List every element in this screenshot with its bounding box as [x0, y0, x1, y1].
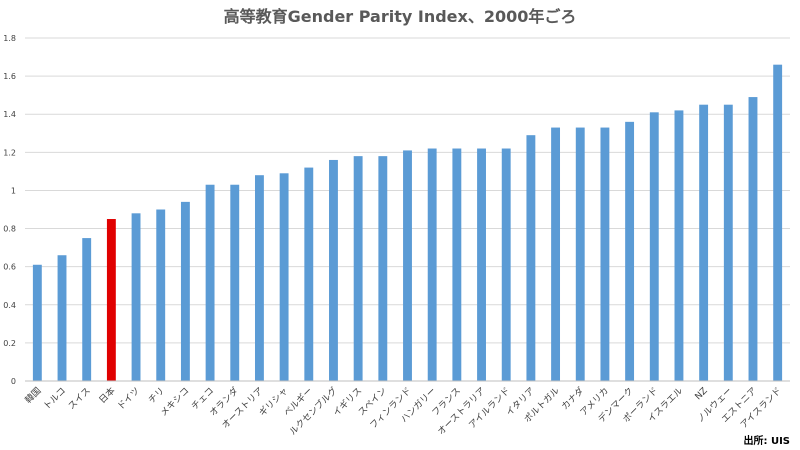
- y-tick-label: 0.8: [3, 225, 16, 234]
- y-tick-label: 1.4: [3, 110, 16, 119]
- bar-11: [304, 167, 314, 381]
- bar-26: [674, 110, 684, 382]
- y-tick-label: 1.8: [3, 34, 16, 43]
- bar-2: [82, 238, 92, 381]
- bars: [32, 64, 783, 382]
- bar-0: [32, 264, 42, 381]
- y-tick-label: 1: [11, 186, 16, 195]
- y-tick-label: 0: [11, 377, 16, 386]
- bar-15: [403, 150, 412, 381]
- bar-23: [600, 127, 610, 381]
- bar-17: [452, 148, 462, 381]
- bar-6: [180, 201, 190, 381]
- bar-9: [254, 175, 264, 381]
- bar-5: [156, 209, 166, 381]
- bar-1: [57, 255, 67, 381]
- x-category-label: 韓国: [23, 385, 44, 406]
- y-tick-label: 1.2: [3, 148, 16, 157]
- bar-28: [723, 104, 733, 381]
- x-category-label: トルコ: [42, 386, 68, 412]
- bar-20: [526, 135, 536, 381]
- y-axis-tick-labels: 0 0.2 0.4 0.6 0.8 1 1.2 1.4 1.6 1.8: [3, 34, 16, 386]
- chart-title: 高等教育Gender Parity Index、2000年ごろ: [224, 7, 577, 26]
- bar-27: [699, 104, 709, 381]
- bar-16: [427, 148, 437, 381]
- x-category-label: NZ: [694, 386, 710, 402]
- bar-25: [649, 112, 659, 382]
- bar-14: [378, 156, 388, 381]
- x-category-label: ドイツ: [116, 386, 142, 412]
- bar-10: [279, 173, 289, 381]
- bar-12: [329, 159, 338, 381]
- x-category-label: 日本: [96, 385, 117, 406]
- x-category-label: チリ: [146, 385, 167, 406]
- bar-18: [477, 148, 486, 381]
- x-category-label: スイス: [67, 386, 93, 412]
- y-tick-label: 0.4: [3, 301, 16, 310]
- bar-7: [205, 184, 215, 381]
- bar-4: [131, 213, 141, 381]
- bar-30: [773, 64, 783, 381]
- source-note: 出所: UIS: [743, 434, 790, 447]
- bar-21: [551, 127, 561, 381]
- y-tick-label: 0.6: [3, 263, 16, 272]
- y-tick-label: 1.6: [3, 72, 16, 81]
- bar-24: [625, 121, 635, 381]
- bar-13: [353, 156, 363, 381]
- bar-8: [230, 184, 240, 381]
- bar-19: [501, 148, 511, 381]
- bar-29: [748, 97, 758, 382]
- bar-3: [106, 219, 116, 381]
- y-tick-label: 0.2: [3, 339, 16, 348]
- bar-22: [575, 127, 585, 381]
